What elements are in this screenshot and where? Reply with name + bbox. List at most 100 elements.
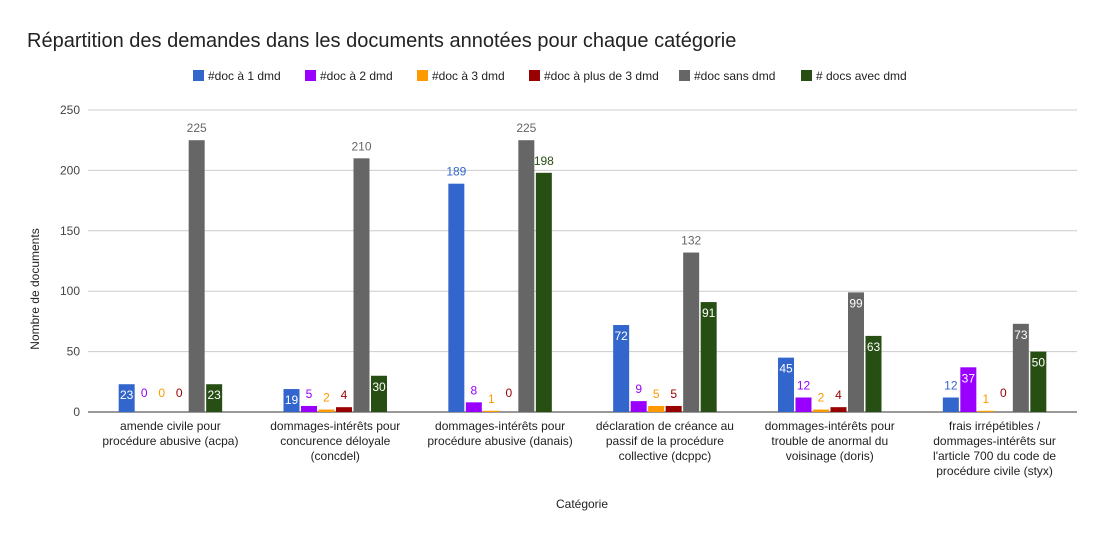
bar-label-1-cat-4: 72 <box>614 329 628 343</box>
bar-1-cat-5 <box>778 357 794 412</box>
category-label-1: amende civile pour <box>120 419 221 433</box>
bar-label-4-cat-3: 0 <box>505 386 512 400</box>
legend-swatch-6 <box>801 70 812 81</box>
category-label-6: dommages-intérêts sur <box>933 434 1056 448</box>
category-label-6: frais irrépétibles / <box>949 419 1041 433</box>
bar-label-3-cat-4: 5 <box>653 387 660 401</box>
legend-swatch-3 <box>417 70 428 81</box>
bar-label-4-cat-4: 5 <box>670 387 677 401</box>
bar-6-cat-2 <box>371 375 387 412</box>
category-label-1: procédure abusive (acpa) <box>102 434 238 448</box>
chart-title: Répartition des demandes dans les docume… <box>27 30 736 52</box>
bar-label-6-cat-1: 23 <box>207 388 221 402</box>
bar-label-3-cat-2: 2 <box>323 391 330 405</box>
category-label-4: déclaration de créance au <box>596 419 734 433</box>
bar-2-cat-6 <box>960 367 977 412</box>
bar-3-cat-5 <box>813 409 829 412</box>
legend-swatch-5 <box>679 70 690 81</box>
bar-label-4-cat-1: 0 <box>176 386 183 400</box>
bar-label-5-cat-4: 132 <box>681 234 701 248</box>
legend-label-3: #doc à 3 dmd <box>432 69 505 83</box>
bar-label-2-cat-2: 5 <box>306 387 313 401</box>
y-axis-label: Nombre de documents <box>28 228 42 349</box>
bar-label-2-cat-3: 8 <box>470 383 477 397</box>
bar-5-cat-5 <box>848 292 864 412</box>
category-label-6: l'article 700 du code de <box>933 449 1056 463</box>
bar-label-1-cat-5: 45 <box>779 362 793 376</box>
bar-6-cat-3 <box>535 172 552 412</box>
legend-label-4: #doc à plus de 3 dmd <box>544 69 659 83</box>
bar-4-cat-5 <box>830 407 847 412</box>
bar-6-cat-5 <box>865 335 882 412</box>
y-tick-label: 100 <box>60 284 80 298</box>
bar-5-cat-2 <box>353 158 370 412</box>
bar-3-cat-4 <box>648 405 665 412</box>
bar-label-3-cat-1: 0 <box>158 386 165 400</box>
bar-3-cat-3 <box>483 410 500 412</box>
legend: #doc à 1 dmd #doc à 2 dmd #doc à 3 dmd #doc… <box>193 69 907 83</box>
bars <box>118 140 1047 413</box>
y-tick-label: 50 <box>67 345 81 359</box>
bar-label-2-cat-6: 37 <box>962 371 976 385</box>
bar-1-cat-6 <box>942 397 959 412</box>
category-label-2: concurence déloyale <box>280 434 390 448</box>
bar-label-6-cat-6: 50 <box>1032 356 1046 370</box>
bar-2-cat-3 <box>465 402 482 412</box>
category-label-5: voisinage (doris) <box>786 449 874 463</box>
bar-label-2-cat-4: 9 <box>635 382 642 396</box>
bar-2-cat-4 <box>630 401 647 412</box>
bar-label-6-cat-5: 63 <box>867 340 881 354</box>
category-label-2: dommages-intérêts pour <box>270 419 400 433</box>
bar-6-cat-4 <box>700 302 717 412</box>
legend-swatch-4 <box>529 70 540 81</box>
bar-label-5-cat-2: 210 <box>351 139 371 153</box>
bar-label-3-cat-5: 2 <box>818 391 825 405</box>
bar-4-cat-4 <box>665 405 682 412</box>
bar-6-cat-6 <box>1030 351 1047 412</box>
legend-label-6: # docs avec dmd <box>816 69 907 83</box>
bar-label-6-cat-3: 198 <box>534 154 554 168</box>
bar-label-5-cat-1: 225 <box>187 121 207 135</box>
bar-5-cat-3 <box>518 140 535 412</box>
category-label-5: dommages-intérêts pour <box>765 419 895 433</box>
legend-label-5: #doc sans dmd <box>694 69 775 83</box>
bar-label-1-cat-6: 12 <box>944 379 958 393</box>
gridlines <box>88 109 1077 413</box>
category-label-3: dommages-intérêts pour <box>435 419 565 433</box>
bar-label-5-cat-5: 99 <box>849 296 863 310</box>
category-label-5: trouble de anormal du <box>771 434 888 448</box>
category-label-4: collective (dcppc) <box>619 449 712 463</box>
bar-label-1-cat-2: 19 <box>285 393 299 407</box>
y-tick-label: 150 <box>60 224 80 238</box>
bar-3-cat-2 <box>318 409 335 412</box>
bar-label-2-cat-1: 0 <box>141 386 148 400</box>
bar-label-3-cat-6: 1 <box>982 392 989 406</box>
bar-1-cat-4 <box>613 325 630 412</box>
category-label-2: (concdel) <box>311 449 360 463</box>
bar-5-cat-6 <box>1012 323 1029 412</box>
bar-label-3-cat-3: 1 <box>488 392 495 406</box>
legend-label-1: #doc à 1 dmd <box>208 69 281 83</box>
bar-label-1-cat-3: 189 <box>446 165 466 179</box>
x-axis-label: Catégorie <box>556 497 608 511</box>
y-tick-label: 250 <box>60 103 80 117</box>
bar-5-cat-1 <box>188 140 205 412</box>
bar-label-6-cat-2: 30 <box>372 380 386 394</box>
bar-4-cat-2 <box>336 407 352 412</box>
legend-swatch-2 <box>305 70 316 81</box>
bar-1-cat-3 <box>448 183 465 412</box>
bar-5-cat-4 <box>683 252 700 412</box>
bar-6-cat-1 <box>206 384 223 412</box>
bar-1-cat-1 <box>118 384 135 412</box>
bar-label-6-cat-4: 91 <box>702 306 716 320</box>
bar-2-cat-2 <box>301 405 317 412</box>
bar-label-4-cat-2: 4 <box>341 388 348 402</box>
bar-label-1-cat-1: 23 <box>120 388 134 402</box>
bar-2-cat-5 <box>795 397 812 412</box>
legend-label-2: #doc à 2 dmd <box>320 69 393 83</box>
category-label-3: procédure abusive (danais) <box>427 434 572 448</box>
bar-3-cat-6 <box>977 410 994 412</box>
category-label-4: passif de la procédure <box>606 434 724 448</box>
